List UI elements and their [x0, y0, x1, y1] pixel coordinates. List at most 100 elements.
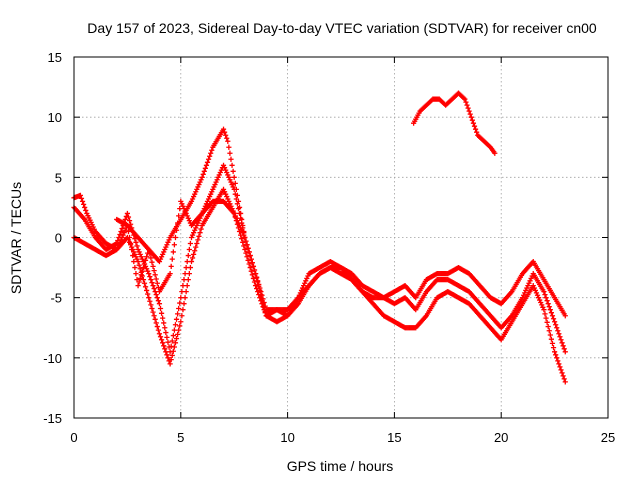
data-point [549, 340, 556, 346]
data-point [129, 246, 135, 253]
data-point [462, 96, 468, 102]
data-point [542, 311, 548, 317]
data-point [186, 271, 192, 277]
data-point [233, 215, 239, 221]
data-point [132, 236, 138, 242]
data-point [220, 126, 227, 132]
data-point [527, 278, 533, 284]
data-point [539, 302, 545, 308]
data-point [153, 292, 159, 298]
data-point [562, 313, 568, 319]
data-point [191, 193, 197, 200]
data-point [116, 234, 122, 241]
data-point [244, 254, 250, 260]
data-point [135, 283, 141, 289]
data-point [133, 254, 139, 260]
data-point [170, 332, 176, 339]
y-tick-label: 0 [55, 231, 62, 246]
data-point [235, 206, 242, 212]
y-tick-label: -15 [43, 411, 62, 426]
data-point [147, 251, 153, 257]
data-point [174, 331, 181, 337]
data-point [467, 111, 473, 117]
data-point [82, 204, 88, 211]
data-point [464, 102, 470, 108]
data-point [203, 162, 210, 168]
data-point [560, 343, 566, 349]
data-point [258, 298, 264, 304]
data-point [241, 243, 247, 249]
data-point [131, 258, 137, 265]
data-point [154, 295, 160, 301]
data-point [133, 271, 139, 277]
data-point [552, 319, 558, 325]
data-point [202, 165, 208, 171]
data-point [525, 283, 531, 289]
data-point [173, 227, 180, 233]
data-point [181, 301, 187, 307]
data-point [226, 144, 232, 150]
data-point [145, 268, 151, 274]
data-point [151, 286, 157, 292]
data-point [556, 331, 562, 337]
data-point [223, 191, 229, 197]
data-point [208, 150, 214, 156]
data-point [215, 174, 221, 180]
data-point [303, 278, 309, 284]
data-point [176, 213, 182, 219]
data-point [465, 105, 471, 111]
data-point [173, 335, 180, 342]
data-point [204, 198, 211, 204]
data-point [254, 286, 260, 292]
data-point [185, 215, 191, 221]
data-point [463, 99, 469, 105]
data-point [492, 150, 498, 156]
data-point [248, 256, 254, 262]
data-point [243, 238, 249, 244]
data-point [242, 234, 248, 241]
data-point [246, 261, 252, 267]
data-point [256, 292, 262, 298]
data-point [532, 287, 538, 294]
data-point [212, 181, 218, 188]
data-point [217, 169, 223, 176]
data-point [550, 345, 557, 351]
data-point [205, 156, 212, 162]
data-point [161, 320, 167, 326]
data-point [185, 252, 191, 259]
data-point [146, 246, 152, 253]
data-point [153, 320, 159, 326]
data-point [161, 343, 167, 349]
data-point [124, 222, 130, 229]
data-point [232, 180, 238, 186]
data-point [164, 242, 170, 248]
data-point [125, 214, 132, 220]
data-point [249, 260, 255, 266]
data-point [160, 315, 166, 321]
data-point [83, 207, 89, 214]
data-point [191, 251, 197, 257]
data-point [146, 295, 152, 301]
data-point [180, 203, 186, 209]
data-point [179, 313, 185, 319]
data-point [557, 334, 563, 340]
data-point [555, 328, 561, 334]
x-tick-label: 25 [601, 430, 615, 445]
data-point [163, 244, 169, 250]
data-point [165, 339, 171, 345]
data-point [537, 297, 543, 303]
data-point [189, 255, 196, 261]
data-point [214, 177, 220, 183]
data-point [155, 298, 161, 304]
data-point [192, 248, 198, 254]
data-point [125, 228, 132, 235]
data-point [548, 336, 554, 342]
data-points [71, 90, 568, 385]
data-point [172, 322, 179, 328]
data-point [553, 322, 559, 328]
data-point [230, 184, 236, 190]
data-point [158, 310, 165, 316]
data-point [157, 334, 164, 340]
data-point [130, 252, 136, 259]
